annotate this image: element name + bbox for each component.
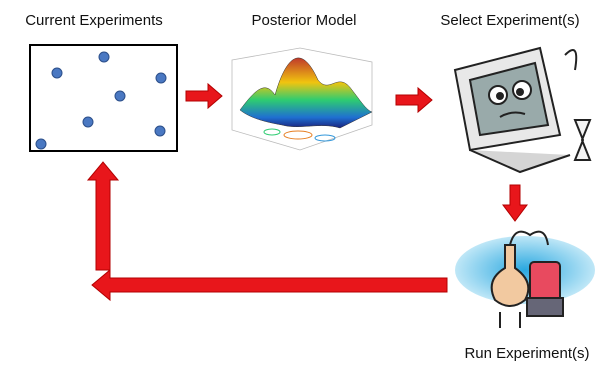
lab-icon: [455, 232, 595, 328]
node-label: Run Experiment(s): [464, 345, 589, 362]
diagram: Current Experiments Posterior Model Sele…: [0, 0, 603, 368]
computer-icon: [455, 48, 590, 172]
arrow: [503, 185, 527, 221]
arrow: [186, 84, 222, 108]
experiments-box: [30, 45, 177, 151]
surface-plot: [232, 48, 372, 150]
arrow: [396, 88, 432, 112]
node-label: Posterior Model: [251, 12, 356, 29]
page: {"nodes": [ {"label": "Current Experimen…: [0, 0, 603, 368]
arrow: [88, 162, 118, 270]
node-label: Select Experiment(s): [440, 12, 579, 29]
arrow: [92, 270, 447, 300]
node-label: Current Experiments: [25, 12, 163, 29]
